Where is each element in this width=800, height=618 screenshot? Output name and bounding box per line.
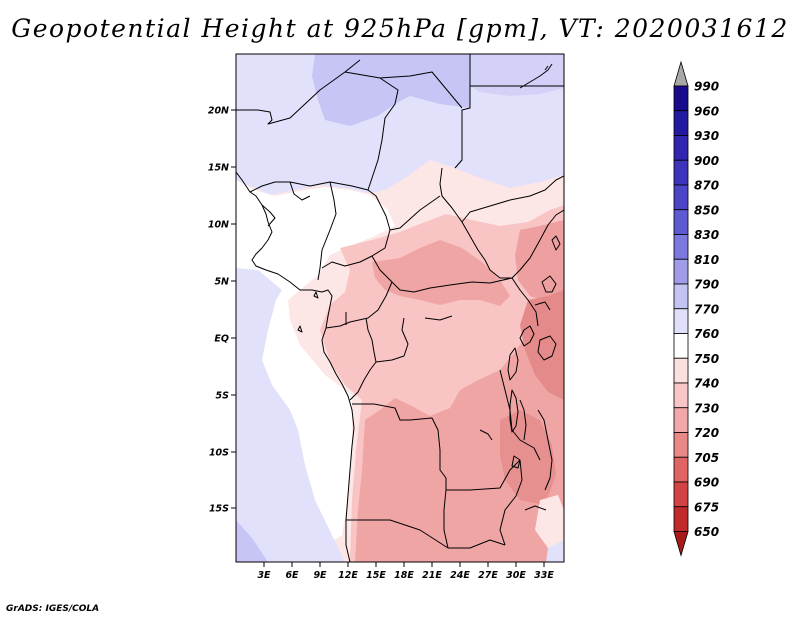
height-band-790-southwest bbox=[236, 520, 268, 562]
map-area bbox=[236, 54, 564, 562]
lon-label: 21E bbox=[422, 570, 442, 581]
colorbar-swatch bbox=[673, 308, 689, 334]
lat-label: 5S bbox=[216, 391, 230, 402]
lon-label: 3E bbox=[257, 570, 271, 581]
lon-label: 24E bbox=[450, 570, 470, 581]
lon-label: 30E bbox=[506, 570, 526, 581]
colorbar-swatch bbox=[673, 135, 689, 161]
longitude-axis: 3E 6E 9E 12E 15E 18E 21E 24E 27E 30E 33E bbox=[257, 562, 554, 581]
colorbar-level-label: 690 bbox=[694, 476, 719, 490]
colorbar-swatch bbox=[673, 110, 689, 136]
latitude-axis: 20N 15N 10N 5N EQ 5S 10S 15S bbox=[208, 106, 236, 515]
lat-label: 10S bbox=[209, 448, 229, 459]
colorbar-level-label: 870 bbox=[694, 179, 719, 193]
colorbar-swatch bbox=[673, 184, 689, 211]
colorbar-level-label: 770 bbox=[694, 302, 719, 316]
height-band-730-north bbox=[372, 240, 510, 306]
colorbar-swatch bbox=[673, 407, 689, 433]
map-frame bbox=[235, 53, 565, 563]
colorbar-swatch bbox=[673, 209, 689, 235]
colorbar-swatch bbox=[673, 283, 689, 310]
chart-title: Geopotential Height at 925hPa [gpm], VT:… bbox=[11, 14, 789, 43]
colorbar-level-label: 830 bbox=[694, 228, 719, 242]
lat-label: 20N bbox=[208, 106, 229, 117]
colorbar-level-label: 960 bbox=[694, 104, 719, 118]
colorbar-swatch bbox=[673, 234, 689, 260]
lon-label: 9E bbox=[313, 570, 327, 581]
lon-label: 6E bbox=[285, 570, 299, 581]
colorbar-level-label: 730 bbox=[694, 401, 719, 415]
colorbar-level-label: 720 bbox=[694, 426, 719, 440]
colorbar-level-label: 760 bbox=[694, 327, 719, 341]
colorbar-level-label: 900 bbox=[694, 154, 719, 168]
colorbar-swatch bbox=[673, 258, 689, 285]
colorbar-swatch bbox=[673, 85, 689, 112]
colorbar: 990 960 930 900 870 850 830 810 790 770 760 750 740 7… bbox=[673, 60, 719, 557]
colorbar-swatch bbox=[673, 506, 689, 532]
colorbar-level-label: 990 bbox=[694, 80, 719, 94]
coastlines-and-borders bbox=[236, 54, 564, 562]
height-band-790-northeast bbox=[470, 54, 564, 96]
colorbar-level-label: 750 bbox=[694, 352, 719, 366]
colorbar-level-label: 810 bbox=[694, 253, 719, 267]
lat-label: EQ bbox=[214, 334, 229, 345]
lon-label: 18E bbox=[394, 570, 414, 581]
colorbar-swatch bbox=[673, 159, 689, 186]
colorbar-swatch bbox=[673, 432, 689, 458]
height-band-730-interior bbox=[355, 280, 564, 562]
colorbar-top-arrow bbox=[673, 60, 689, 87]
colorbar-swatch bbox=[673, 357, 689, 384]
lon-label: 33E bbox=[534, 570, 554, 581]
colorbar-level-label: 650 bbox=[694, 525, 719, 539]
colorbar-level-label: 850 bbox=[694, 203, 719, 217]
height-band-720-south bbox=[500, 410, 556, 505]
lat-label: 15S bbox=[209, 504, 229, 515]
colorbar-swatch bbox=[673, 481, 689, 508]
colorbar-level-label: 930 bbox=[694, 129, 719, 143]
colorbar-level-label: 740 bbox=[694, 377, 719, 391]
colorbar-swatch bbox=[673, 382, 689, 409]
colorbar-bottom-arrow bbox=[673, 531, 689, 557]
height-band-770-southeast bbox=[546, 540, 564, 562]
colorbar-swatch bbox=[673, 456, 689, 483]
lat-label: 15N bbox=[208, 163, 229, 174]
height-band-770-ocean bbox=[236, 268, 345, 562]
colorbar-swatch bbox=[673, 333, 689, 359]
colorbar-level-label: 675 bbox=[694, 500, 719, 514]
colorbar-level-label: 705 bbox=[694, 451, 719, 465]
lon-label: 27E bbox=[478, 570, 498, 581]
grads-credit: GrADS: IGES/COLA bbox=[6, 604, 100, 614]
colorbar-level-label: 790 bbox=[694, 278, 719, 292]
height-band-720-east bbox=[520, 290, 564, 400]
lat-label: 10N bbox=[208, 220, 229, 231]
lon-label: 12E bbox=[338, 570, 358, 581]
lon-label: 15E bbox=[366, 570, 386, 581]
lat-label: 5N bbox=[214, 277, 229, 288]
